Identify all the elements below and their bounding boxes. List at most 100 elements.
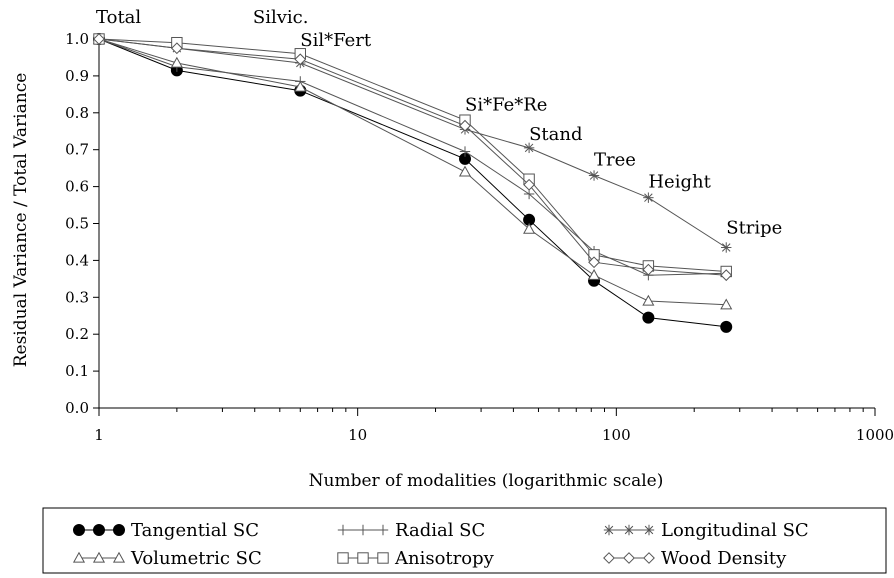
star-stroke <box>604 525 614 535</box>
data-point-volumetric-sc <box>720 298 733 310</box>
x-tick-label: 10 <box>348 426 367 444</box>
series-line-anisotropy <box>98 38 727 272</box>
data-point-volumetric-sc <box>523 222 536 234</box>
legend-box <box>42 507 887 574</box>
series-line-longitudinal-sc <box>98 38 727 248</box>
annotation-layer: Total Silvic.Sil*Fert Si*Fe*Re Stand Tree Hei… <box>96 7 782 239</box>
series-line-wood-density <box>98 38 727 276</box>
data-point-wood-density <box>93 33 105 45</box>
y-tick-label: 0.8 <box>65 104 89 122</box>
data-point-wood-density <box>642 263 655 276</box>
data-point-volumetric-sc <box>587 268 601 280</box>
data-point-radial-sc <box>459 146 471 157</box>
x-tick-label: 100 <box>602 426 631 444</box>
x-tick-label: 1000 <box>856 426 894 444</box>
legend-marker <box>357 524 369 536</box>
series-wood-density <box>93 33 733 282</box>
legend-marker <box>337 524 349 536</box>
legend-marker <box>72 551 86 563</box>
legend-marker <box>357 552 369 564</box>
legend-marker <box>603 524 615 536</box>
y-tick-label: 0.9 <box>65 67 89 85</box>
data-point-longitudinal-sc <box>523 142 535 154</box>
legend-label: Longitudinal SC <box>661 520 809 541</box>
legend-marker <box>643 552 655 564</box>
y-tick-label: 0.7 <box>65 141 89 159</box>
data-point-volumetric-sc <box>294 80 307 92</box>
annotation-label: Sil*Fert <box>300 30 372 51</box>
y-tick-label: 0.4 <box>65 251 89 269</box>
annotation-label: Stripe <box>726 218 782 239</box>
legend-label: Radial SC <box>395 520 485 541</box>
series-layer <box>92 32 733 333</box>
y-tick-label: 0.2 <box>65 325 89 343</box>
legend-label: Volumetric SC <box>130 548 262 569</box>
series-line-tangential-sc <box>98 38 727 328</box>
series-line-volumetric-sc <box>98 38 727 306</box>
data-point-longitudinal-sc <box>721 242 732 253</box>
legend-item-volumetric-sc: Volumetric SC <box>72 548 262 569</box>
legend-item-tangential-sc: Tangential SC <box>73 520 259 541</box>
legend: Tangential SC Radial SC Longitudinal SC Vol… <box>42 507 887 574</box>
data-point-wood-density <box>720 269 733 282</box>
data-point-volumetric-sc <box>642 294 655 306</box>
series-tangential-sc <box>93 33 733 333</box>
x-axis-title: Number of modalities (logarithmic scale) <box>309 471 664 491</box>
star-stroke <box>644 193 653 202</box>
data-point-wood-density <box>588 256 600 269</box>
legend-marker <box>643 524 655 536</box>
legend-marker <box>603 552 615 564</box>
legend-label: Tangential SC <box>131 520 259 541</box>
legend-item-radial-sc: Radial SC <box>337 520 485 541</box>
annotation-label: Tree <box>594 150 636 171</box>
x-tick-label: 1 <box>94 426 104 444</box>
y-tick-label: 0.0 <box>65 399 89 417</box>
legend-marker <box>377 552 389 564</box>
legend-marker <box>112 551 126 563</box>
legend-marker <box>93 524 105 536</box>
data-point-volumetric-sc <box>458 165 472 177</box>
legend-marker <box>73 524 85 536</box>
plot-axes: 0.0 0.1 0.2 0.3 0.4 0.5 0.6 0.7 0.8 0.9 1.0 1 10 100 1… <box>65 30 894 444</box>
y-tick-label: 0.5 <box>65 215 89 233</box>
data-point-tangential-sc <box>642 311 655 324</box>
legend-label: Anisotropy <box>394 548 495 569</box>
data-point-longitudinal-sc <box>588 170 600 181</box>
series-volumetric-sc <box>92 32 733 310</box>
data-point-wood-density <box>459 119 471 132</box>
y-tick-label: 0.6 <box>65 178 89 196</box>
star-stroke <box>644 525 654 535</box>
data-point-wood-density <box>294 53 307 66</box>
annotation-label: Height <box>648 172 711 193</box>
legend-marker <box>623 524 635 536</box>
star-stroke <box>721 243 731 252</box>
legend-item-anisotropy: Anisotropy <box>337 548 495 569</box>
legend-marker <box>623 552 635 564</box>
annotation-label: Si*Fe*Re <box>465 94 547 115</box>
star-stroke <box>589 171 599 180</box>
y-tick-label: 0.3 <box>65 288 89 306</box>
legend-marker <box>377 524 389 536</box>
data-point-wood-density <box>170 42 183 55</box>
y-axis-title: Residual Variance / Total Variance <box>11 73 31 368</box>
legend-marker <box>337 552 349 564</box>
y-tick-label: 0.1 <box>65 362 89 380</box>
data-point-wood-density <box>523 178 536 191</box>
annotation-label: Stand <box>529 124 582 145</box>
data-point-tangential-sc <box>720 320 733 333</box>
legend-marker <box>92 551 106 563</box>
data-point-longitudinal-sc <box>643 192 654 203</box>
data-point-volumetric-sc <box>170 56 183 68</box>
star-stroke <box>524 143 534 153</box>
y-tick-label: 1.0 <box>65 30 89 48</box>
legend-marker <box>113 524 125 536</box>
legend-item-longitudinal-sc: Longitudinal SC <box>603 520 809 541</box>
series-line-radial-sc <box>98 38 727 276</box>
star-stroke <box>624 525 634 535</box>
annotation-label: Total <box>96 7 141 28</box>
legend-label: Wood Density <box>661 548 787 569</box>
annotation-label: Silvic. <box>253 7 309 28</box>
series-longitudinal-sc <box>93 33 732 253</box>
legend-item-wood-density: Wood Density <box>603 548 787 569</box>
